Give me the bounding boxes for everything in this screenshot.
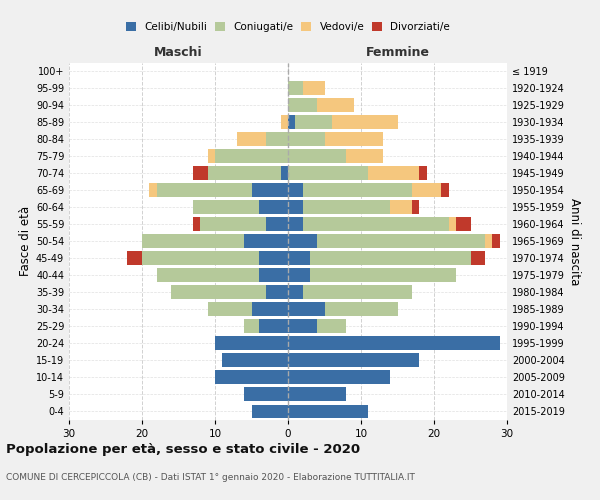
Bar bbox=[325, 302, 398, 316]
Bar bbox=[215, 336, 288, 350]
Bar bbox=[493, 234, 500, 248]
Bar bbox=[412, 200, 419, 214]
Bar bbox=[288, 336, 500, 350]
Y-axis label: Anni di nascita: Anni di nascita bbox=[568, 198, 581, 285]
Bar bbox=[259, 268, 288, 282]
Bar bbox=[288, 183, 302, 197]
Bar bbox=[288, 234, 317, 248]
Bar bbox=[412, 183, 442, 197]
Bar bbox=[332, 115, 398, 129]
Bar bbox=[149, 183, 157, 197]
Bar bbox=[208, 149, 215, 163]
Bar bbox=[266, 286, 288, 300]
Bar bbox=[244, 388, 288, 402]
Bar bbox=[295, 115, 332, 129]
Bar bbox=[288, 166, 368, 180]
Bar bbox=[368, 166, 419, 180]
Bar bbox=[259, 252, 288, 266]
Bar bbox=[251, 183, 288, 197]
Bar bbox=[317, 320, 346, 334]
Bar bbox=[302, 217, 449, 231]
Bar bbox=[346, 149, 383, 163]
Bar bbox=[441, 183, 449, 197]
Bar bbox=[302, 200, 390, 214]
Bar bbox=[266, 132, 288, 146]
Bar bbox=[215, 149, 288, 163]
Bar bbox=[127, 252, 142, 266]
Y-axis label: Fasce di età: Fasce di età bbox=[19, 206, 32, 276]
Bar bbox=[288, 252, 310, 266]
Bar bbox=[193, 166, 208, 180]
Bar bbox=[142, 252, 259, 266]
Bar bbox=[200, 217, 266, 231]
Bar bbox=[251, 404, 288, 418]
Bar bbox=[288, 132, 325, 146]
Bar bbox=[325, 132, 383, 146]
Bar bbox=[215, 370, 288, 384]
Bar bbox=[288, 404, 368, 418]
Bar bbox=[193, 217, 200, 231]
Bar bbox=[288, 115, 295, 129]
Bar bbox=[310, 252, 470, 266]
Bar bbox=[237, 132, 266, 146]
Bar bbox=[288, 200, 302, 214]
Bar bbox=[157, 268, 259, 282]
Bar bbox=[288, 286, 302, 300]
Bar bbox=[302, 183, 412, 197]
Bar bbox=[310, 268, 456, 282]
Bar bbox=[317, 234, 485, 248]
Bar bbox=[449, 217, 456, 231]
Bar bbox=[251, 302, 288, 316]
Bar bbox=[281, 115, 288, 129]
Bar bbox=[259, 320, 288, 334]
Bar bbox=[485, 234, 493, 248]
Bar bbox=[244, 320, 259, 334]
Text: Popolazione per età, sesso e stato civile - 2020: Popolazione per età, sesso e stato civil… bbox=[6, 442, 360, 456]
Bar bbox=[288, 149, 346, 163]
Bar bbox=[208, 166, 281, 180]
Bar bbox=[288, 268, 310, 282]
Bar bbox=[288, 98, 317, 112]
Bar bbox=[223, 354, 288, 368]
Bar bbox=[244, 234, 288, 248]
Bar bbox=[193, 200, 259, 214]
Bar bbox=[142, 234, 244, 248]
Bar bbox=[419, 166, 427, 180]
Bar bbox=[171, 286, 266, 300]
Bar bbox=[288, 81, 302, 95]
Bar bbox=[302, 286, 412, 300]
Bar bbox=[288, 302, 325, 316]
Bar bbox=[288, 370, 390, 384]
Bar bbox=[302, 81, 325, 95]
Bar bbox=[208, 302, 251, 316]
Bar bbox=[288, 217, 302, 231]
Bar bbox=[288, 320, 317, 334]
Bar bbox=[470, 252, 485, 266]
Text: Femmine: Femmine bbox=[365, 46, 430, 59]
Bar bbox=[390, 200, 412, 214]
Text: COMUNE DI CERCEPICCOLA (CB) - Dati ISTAT 1° gennaio 2020 - Elaborazione TUTTITAL: COMUNE DI CERCEPICCOLA (CB) - Dati ISTAT… bbox=[6, 472, 415, 482]
Bar bbox=[157, 183, 251, 197]
Bar bbox=[281, 166, 288, 180]
Bar bbox=[266, 217, 288, 231]
Bar bbox=[288, 388, 346, 402]
Bar bbox=[456, 217, 470, 231]
Bar bbox=[288, 354, 419, 368]
Bar bbox=[317, 98, 354, 112]
Bar bbox=[259, 200, 288, 214]
Text: Maschi: Maschi bbox=[154, 46, 203, 59]
Legend: Celibi/Nubili, Coniugati/e, Vedovi/e, Divorziati/e: Celibi/Nubili, Coniugati/e, Vedovi/e, Di… bbox=[122, 18, 454, 36]
